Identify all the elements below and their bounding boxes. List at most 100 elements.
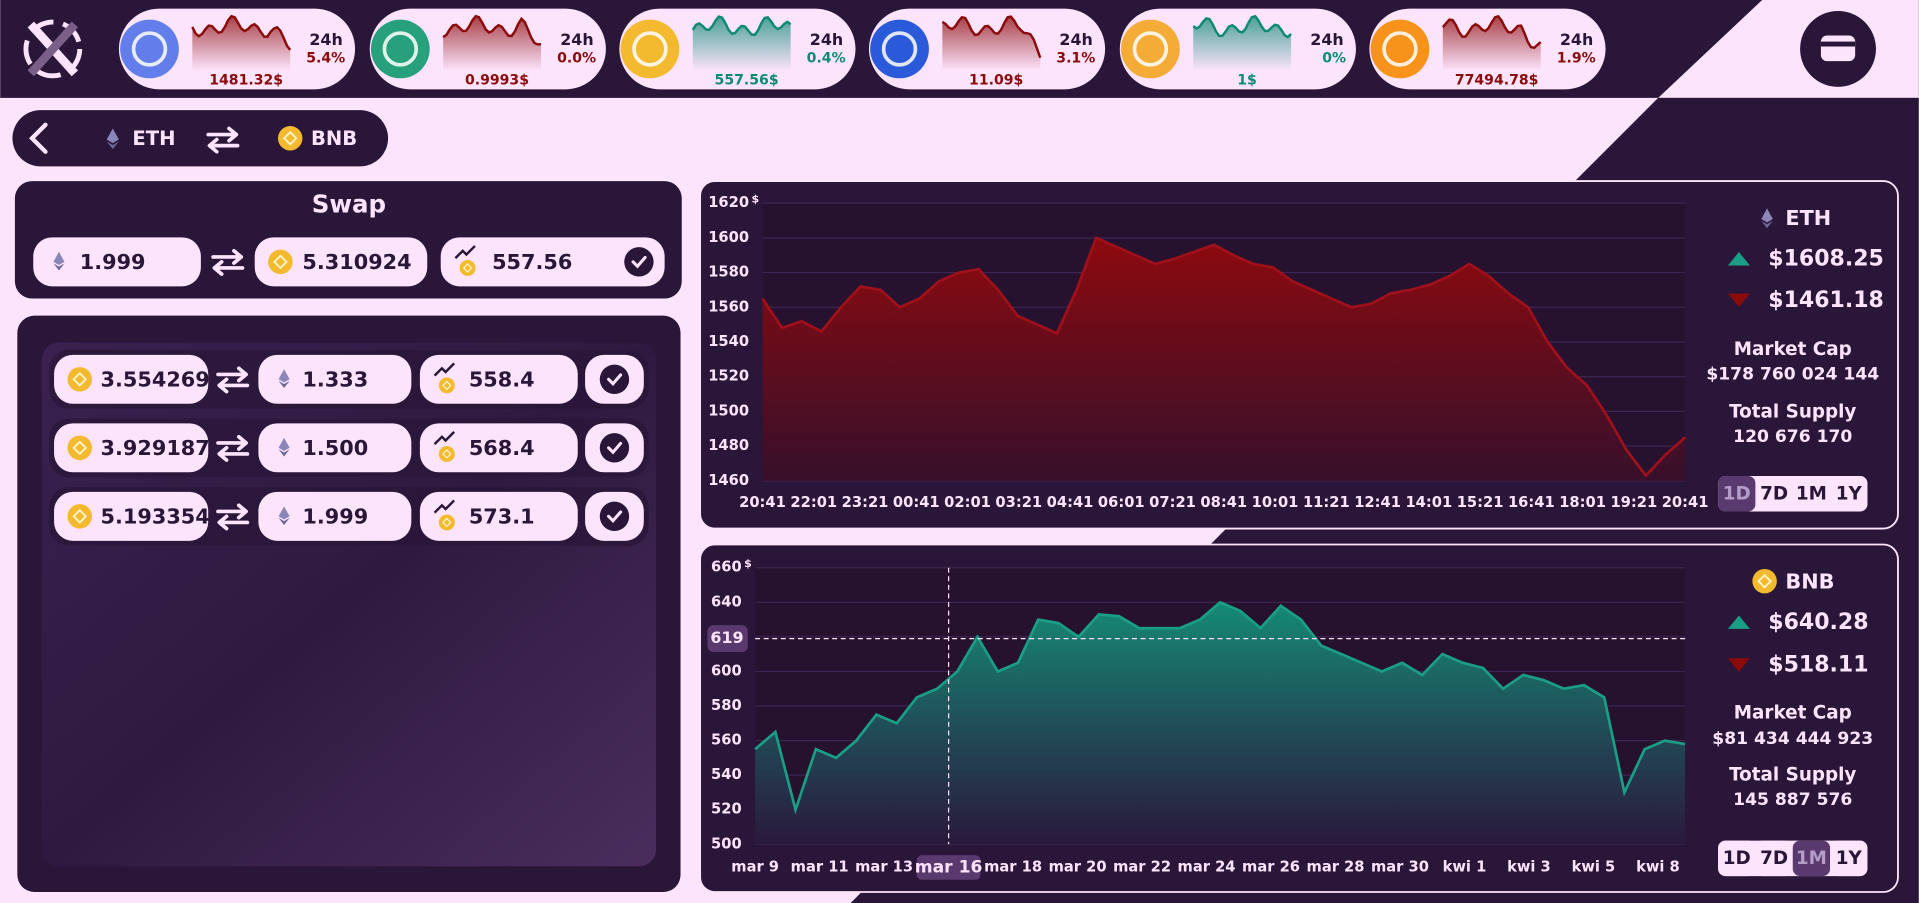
confirm-button[interactable]	[599, 364, 630, 394]
price-line	[761, 236, 1686, 478]
y-tick-label: 1480	[708, 437, 749, 454]
x-tick-label: 18:01	[1559, 494, 1606, 511]
range-label: 1M	[1796, 483, 1827, 504]
confirm-button[interactable]	[599, 501, 630, 532]
high-price: $1608.25	[1768, 246, 1884, 271]
x-tick-label: mar 13	[855, 859, 913, 876]
x-tick-label: 14:01	[1405, 494, 1452, 511]
high-price: $640.28	[1768, 610, 1868, 635]
swap-arrows	[216, 434, 250, 462]
x-tick-label: 02:01	[944, 494, 991, 511]
bnb-icon	[438, 445, 455, 462]
x-tick-label: kwi 3	[1507, 859, 1551, 876]
y-unit: $	[744, 557, 752, 570]
rate-icon-trend	[433, 431, 456, 446]
check-mark	[631, 255, 647, 269]
coin-icon-ring	[131, 31, 168, 67]
wallet-button[interactable]	[1800, 11, 1876, 87]
range-button[interactable]	[1755, 840, 1793, 877]
history-eth-field[interactable]	[258, 423, 412, 473]
logo	[23, 19, 83, 79]
coin-icon	[620, 19, 680, 79]
low-indicator	[1727, 658, 1750, 672]
rate-field[interactable]	[440, 237, 665, 287]
coin-icon	[370, 19, 430, 79]
x-tick-label: 06:01	[1098, 494, 1145, 511]
bnb-icon-mark	[282, 130, 298, 146]
confirm-button[interactable]	[599, 433, 630, 463]
x-tick-label: 19:21	[1610, 494, 1657, 511]
rate-icon-trend	[433, 362, 456, 377]
history-eth-field[interactable]	[258, 354, 412, 404]
x-tick-label: mar 11	[791, 859, 849, 876]
swap-arrows	[216, 366, 250, 394]
supply: 145 887 576	[1733, 790, 1852, 810]
pair-from: ETH	[132, 127, 175, 150]
coin-icon	[1370, 19, 1430, 79]
coin-icon-ring	[1132, 31, 1169, 67]
eth-icon-lower	[278, 380, 290, 388]
history-bnb-field[interactable]	[54, 423, 209, 473]
supply: 120 676 170	[1733, 427, 1852, 447]
ticker-change: 5.4%	[306, 51, 345, 67]
back-button[interactable]	[29, 122, 48, 154]
eth-icon	[1761, 208, 1773, 223]
sparkline-fill	[192, 16, 291, 71]
ticker-change: 1.9%	[1557, 51, 1596, 67]
x-tick-label: 03:21	[995, 494, 1042, 511]
low-price: $1461.18	[1768, 288, 1884, 313]
ticker-price: 1$	[1237, 73, 1257, 89]
area-fill	[762, 237, 1686, 481]
rate-icon-trend	[433, 499, 456, 514]
coin-icon	[870, 19, 929, 79]
range-button[interactable]	[1755, 475, 1793, 512]
from-amount-field[interactable]	[33, 237, 201, 287]
range-button[interactable]	[1792, 475, 1831, 512]
range-button[interactable]	[1718, 475, 1756, 512]
ticker-change: 0.4%	[807, 51, 846, 67]
ticker-price: 0.9993$	[465, 73, 529, 89]
history-bnb-field[interactable]	[54, 491, 209, 541]
y-tick-label: 1560	[708, 298, 749, 315]
range-button[interactable]	[1792, 840, 1831, 877]
history-rate-field[interactable]	[419, 423, 578, 473]
check-mark	[607, 510, 623, 523]
range-button[interactable]	[1718, 840, 1756, 877]
history-rate-field[interactable]	[419, 491, 578, 541]
eth-icon	[53, 251, 65, 266]
x-tick-label: mar 9	[731, 859, 779, 876]
bnb-icon-mark	[72, 440, 88, 456]
check-mark	[607, 373, 623, 386]
range-label: 1D	[1723, 483, 1751, 504]
sparkline	[691, 15, 792, 37]
bnb-icon	[1752, 568, 1777, 594]
range-button[interactable]	[1830, 840, 1868, 877]
bnb-icon	[268, 249, 293, 275]
price-line	[754, 600, 1686, 815]
wallet-icon	[1820, 35, 1856, 62]
x-tick-label: 10:01	[1252, 494, 1299, 511]
history-bnb-amount: 3.929187	[101, 436, 210, 460]
market-cap: $178 760 024 144	[1706, 364, 1879, 384]
history-eth-field[interactable]	[258, 491, 412, 541]
range-button[interactable]	[1830, 475, 1868, 512]
range-label: 7D	[1760, 483, 1788, 504]
history-bnb-field[interactable]	[54, 354, 209, 404]
bnb-icon-mark	[442, 380, 452, 391]
coin-icon	[120, 19, 179, 79]
x-tick-label: 04:41	[1047, 494, 1094, 511]
rate: 557.56	[492, 250, 572, 274]
ticker-change: 3.1%	[1056, 51, 1095, 67]
confirm-button[interactable]	[624, 247, 654, 277]
ticker-change: 0%	[1322, 51, 1346, 67]
y-tick-label: 600	[711, 662, 742, 679]
to-amount-field[interactable]	[254, 237, 428, 287]
history-rate-field[interactable]	[419, 354, 578, 404]
bnb-icon-mark	[442, 449, 452, 459]
x-tick-label: mar 24	[1178, 859, 1236, 876]
ticker-period: 24h	[309, 30, 342, 49]
x-tick-label: mar 30	[1371, 859, 1429, 876]
y-tick-label: 1460	[708, 472, 749, 489]
